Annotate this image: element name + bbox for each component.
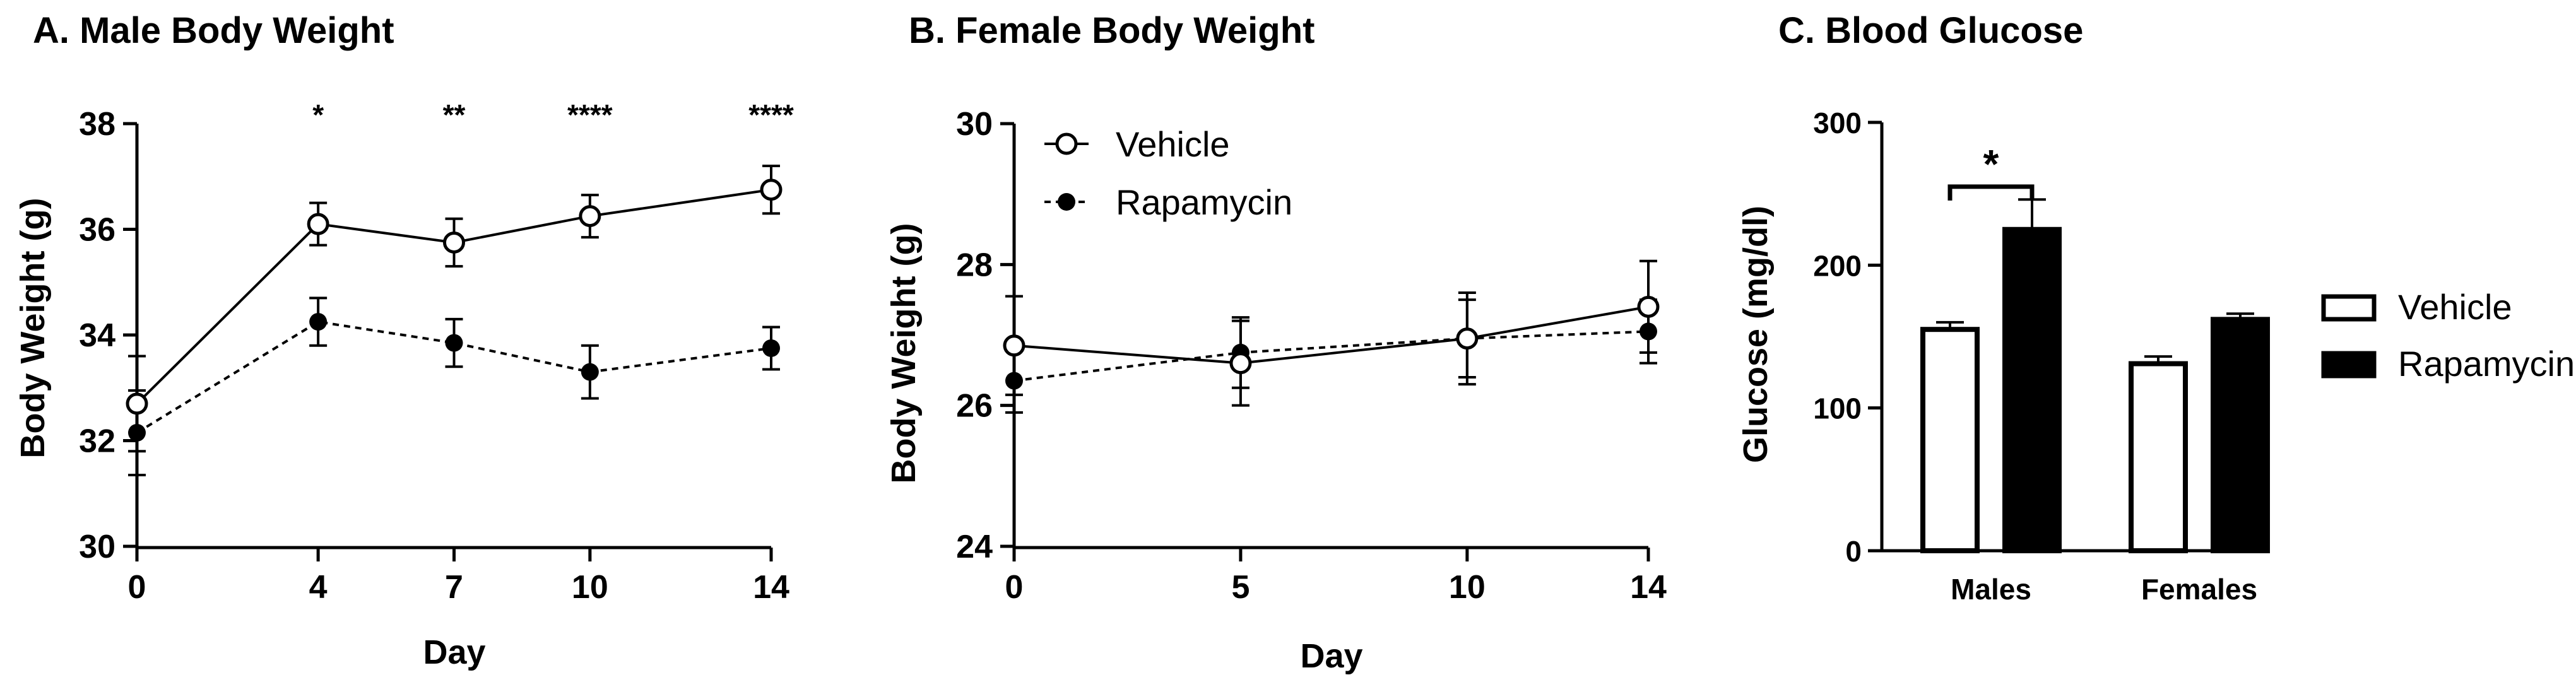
- legend-b-rapamycin-marker: [1058, 193, 1075, 211]
- panel-a-y-tick-label: 30: [79, 529, 115, 565]
- panel-c-significance-bracket: [1947, 184, 2035, 201]
- panel-a-rapamycin-point: [581, 363, 599, 381]
- panel-c-category-label: Females: [2141, 573, 2257, 606]
- panel-female-body-weight: B. Female Body Weight Body Weight (g) Da…: [885, 10, 1667, 675]
- legend-b-vehicle-marker: [1055, 132, 1078, 155]
- panel-c-bar-rapamycin-females: [2211, 317, 2270, 553]
- panel-b-vehicle-point: [1003, 334, 1025, 357]
- panel-a-x-tick-label: 4: [309, 569, 328, 606]
- panel-b-vehicle-point: [1637, 295, 1660, 318]
- panel-c-category-label: Males: [1951, 573, 2031, 606]
- legend-b-rapamycin-label: Rapamycin: [1116, 182, 1292, 222]
- panel-a-vehicle-point: [443, 231, 465, 254]
- panel-b-y-tick-label: 24: [956, 529, 993, 565]
- panel-b-x-tick-label: 14: [1630, 569, 1667, 606]
- legend-c-vehicle-swatch: [2321, 294, 2377, 322]
- panel-c-significance-marker: *: [1983, 141, 1999, 187]
- panel-c-y-axis-label: Glucose (mg/dl): [1737, 206, 1775, 463]
- panel-c-bar-rapamycin-males: [2002, 226, 2062, 553]
- panel-c-bar-vehicle-females: [2129, 361, 2188, 554]
- panel-b-rapamycin-point: [1640, 322, 1657, 341]
- panel-a-y-axis-label: Body Weight (g): [14, 198, 52, 459]
- panel-a-x-tick-label: 7: [445, 569, 463, 606]
- panel-a-vehicle-point: [307, 213, 329, 235]
- panel-a-x-axis-label: Day: [423, 633, 485, 671]
- panel-c-bar-vehicle-males: [1920, 327, 1980, 554]
- panel-a-x-tick-label: 14: [753, 569, 789, 606]
- panel-b-x-axis-label: Day: [1300, 637, 1362, 675]
- panel-a-significance-marker: **: [443, 98, 466, 131]
- panel-c-y-tick-label: 200: [1813, 249, 1862, 282]
- panel-a-series-rapamycin-line: [136, 320, 772, 434]
- panel-c-y-tick-label: 100: [1813, 392, 1862, 425]
- panel-a-x-tick-label: 10: [572, 569, 608, 606]
- panel-c-legend: Vehicle Rapamycin: [2321, 287, 2575, 384]
- panel-b-y-tick-label: 30: [956, 106, 993, 143]
- panel-a-vehicle-point: [579, 205, 601, 228]
- panel-male-body-weight: A. Male Body Weight Body Weight (g) Day …: [14, 10, 794, 671]
- legend-c-rapamycin-swatch: [2321, 351, 2377, 379]
- panel-a-y-tick-label: 38: [79, 106, 115, 143]
- panel-b-x-tick-label: 0: [1005, 569, 1024, 606]
- panel-a-x-tick-label: 0: [128, 569, 146, 606]
- panel-a-y-tick-label: 34: [79, 317, 115, 354]
- panel-c-y-tick-label: 300: [1813, 107, 1862, 139]
- panel-b-legend: Vehicle Rapamycin: [1044, 124, 1292, 222]
- panel-b-series-vehicle-line: [1013, 305, 1649, 365]
- panel-b-vehicle-point: [1229, 352, 1252, 375]
- panel-b-series-rapamycin-line: [1013, 330, 1649, 382]
- panel-blood-glucose: C. Blood Glucose Glucose (mg/dl) 0 100 200…: [1737, 10, 2575, 606]
- panel-a-significance-marker: ****: [748, 98, 794, 131]
- panel-b-y-tick-label: 28: [956, 247, 993, 283]
- panel-a-significance-marker: *: [312, 98, 324, 131]
- panel-a-rapamycin-point: [762, 339, 780, 357]
- legend-c-rapamycin-label: Rapamycin: [2398, 344, 2575, 384]
- panel-a-vehicle-point: [126, 392, 148, 415]
- panel-a-rapamycin-point: [128, 423, 146, 442]
- panel-a-vehicle-point: [760, 179, 783, 201]
- panel-b-x-tick-label: 5: [1231, 569, 1250, 606]
- panel-a-y-tick-label: 32: [79, 423, 115, 460]
- panel-c-y-tick-label: 0: [1845, 535, 1862, 568]
- panel-a-y-tick-label: 36: [79, 212, 115, 249]
- panel-a-rapamycin-point: [445, 334, 463, 352]
- panel-b-title: B. Female Body Weight: [909, 10, 1315, 51]
- panel-b-vehicle-point: [1456, 327, 1479, 350]
- legend-c-vehicle-label: Vehicle: [2398, 287, 2512, 327]
- panel-a-title: A. Male Body Weight: [33, 10, 394, 51]
- panel-c-title: C. Blood Glucose: [1778, 10, 2083, 51]
- panel-a-rapamycin-point: [309, 313, 328, 331]
- panel-b-x-tick-label: 10: [1449, 569, 1486, 606]
- panel-b-rapamycin-point: [1005, 372, 1023, 390]
- panel-a-significance-marker: ****: [567, 98, 613, 131]
- legend-b-vehicle-label: Vehicle: [1116, 124, 1230, 164]
- panel-b-y-tick-label: 26: [956, 388, 993, 425]
- panel-b-y-axis-label: Body Weight (g): [885, 223, 923, 484]
